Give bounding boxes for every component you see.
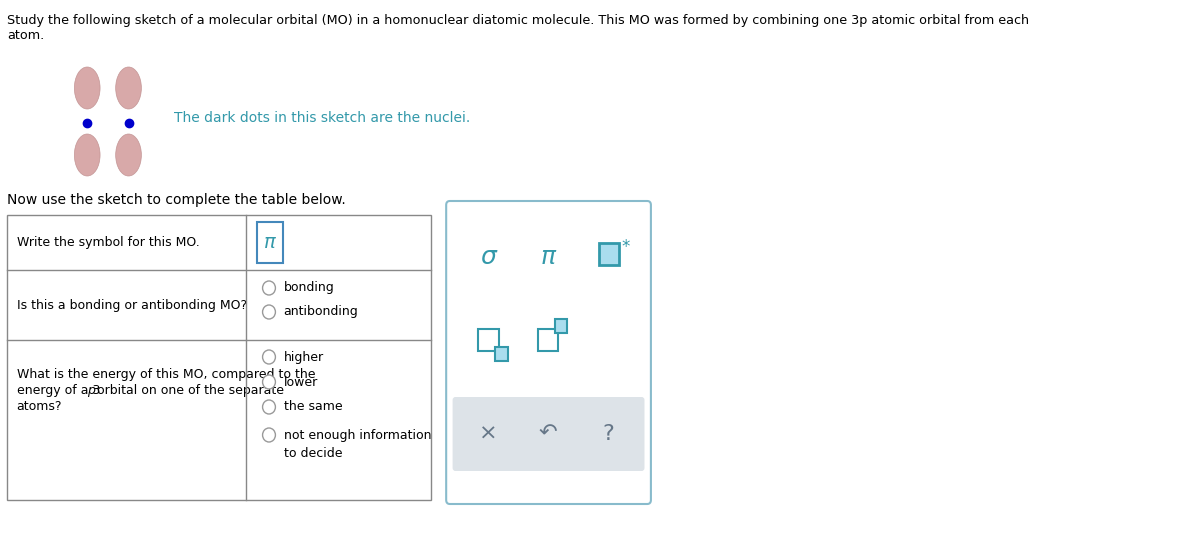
Circle shape: [263, 281, 276, 295]
FancyBboxPatch shape: [452, 397, 644, 471]
Text: higher: higher: [283, 351, 324, 364]
FancyBboxPatch shape: [554, 319, 568, 333]
Circle shape: [263, 350, 276, 364]
Text: atoms?: atoms?: [17, 400, 62, 413]
Text: π: π: [264, 233, 276, 252]
Text: Now use the sketch to complete the table below.: Now use the sketch to complete the table…: [7, 193, 346, 207]
Text: lower: lower: [283, 376, 318, 389]
Text: ↶: ↶: [539, 424, 557, 444]
Text: ?: ?: [602, 424, 613, 444]
FancyBboxPatch shape: [479, 329, 498, 351]
Ellipse shape: [115, 134, 142, 176]
Circle shape: [263, 400, 276, 414]
Text: Study the following sketch of a molecular orbital (MO) in a homonuclear diatomic: Study the following sketch of a molecula…: [7, 14, 1030, 27]
Text: What is the energy of this MO, compared to the: What is the energy of this MO, compared …: [17, 368, 316, 381]
Text: σ: σ: [480, 245, 497, 269]
Text: bonding: bonding: [283, 282, 335, 294]
Text: p: p: [88, 384, 95, 397]
Text: atom.: atom.: [7, 29, 44, 42]
Text: energy of a 3: energy of a 3: [17, 384, 100, 397]
Text: π: π: [540, 245, 556, 269]
Text: not enough information
to decide: not enough information to decide: [283, 429, 431, 460]
Text: The dark dots in this sketch are the nuclei.: The dark dots in this sketch are the nuc…: [174, 111, 470, 125]
Text: the same: the same: [283, 401, 342, 413]
Text: ×: ×: [479, 424, 498, 444]
Text: Write the symbol for this MO.: Write the symbol for this MO.: [17, 236, 199, 249]
Text: Is this a bonding or antibonding MO?: Is this a bonding or antibonding MO?: [17, 299, 247, 312]
Circle shape: [263, 305, 276, 319]
Circle shape: [263, 375, 276, 389]
Circle shape: [263, 428, 276, 442]
Ellipse shape: [115, 67, 142, 109]
Ellipse shape: [74, 67, 100, 109]
FancyBboxPatch shape: [446, 201, 650, 504]
FancyBboxPatch shape: [538, 329, 558, 351]
FancyBboxPatch shape: [257, 222, 283, 263]
Text: *: *: [622, 238, 630, 256]
Ellipse shape: [74, 134, 100, 176]
FancyBboxPatch shape: [494, 347, 508, 361]
Text: orbital on one of the separate: orbital on one of the separate: [92, 384, 283, 397]
FancyBboxPatch shape: [599, 243, 619, 265]
Text: antibonding: antibonding: [283, 306, 359, 318]
